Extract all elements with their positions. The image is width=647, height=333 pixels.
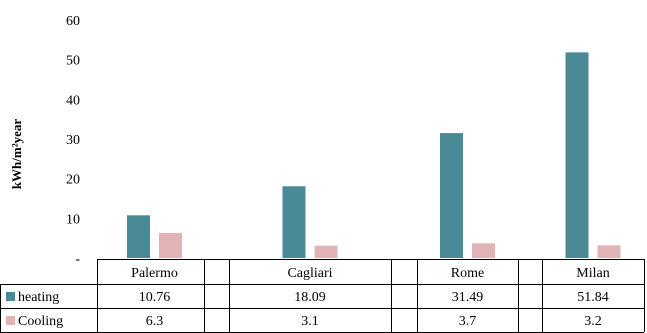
y-tick-label: 50 — [66, 54, 80, 69]
legend-label-cooling: Cooling — [18, 314, 63, 329]
data-label: 3.7 — [459, 314, 477, 329]
y-tick-label: 40 — [66, 93, 80, 108]
y-axis-label: kWh/m²year — [9, 119, 24, 190]
bar-heating-milan — [565, 52, 589, 259]
y-tick-label: 30 — [66, 133, 80, 148]
data-table: Palermo Cagliari Rome Milan heating 10.76 18.0… — [0, 259, 645, 333]
data-label: 3.2 — [584, 314, 602, 329]
data-label: 18.09 — [294, 290, 326, 305]
y-tick-label: 60 — [66, 14, 80, 29]
bar-cooling-rome — [472, 243, 495, 258]
y-axis: - 10 20 30 40 50 60 — [66, 14, 80, 267]
data-label: 3.1 — [301, 314, 319, 329]
y-tick-label: - — [75, 252, 80, 267]
legend-swatch-cooling — [6, 316, 15, 325]
bar-heating-palermo — [127, 215, 150, 258]
bar-heating-cagliari — [282, 186, 306, 258]
category-label: Milan — [576, 266, 609, 281]
category-label: Cagliari — [287, 266, 332, 281]
data-label: 6.3 — [146, 314, 164, 329]
y-tick-label: 10 — [66, 212, 80, 227]
data-label: 10.76 — [139, 290, 171, 305]
bar-cooling-palermo — [159, 233, 182, 258]
y-tick-label: 20 — [66, 173, 80, 188]
bar-heating-rome — [440, 133, 463, 258]
bars — [127, 52, 621, 259]
bar-cooling-cagliari — [314, 245, 338, 258]
data-label: 31.49 — [452, 290, 484, 305]
legend-swatch-heating — [6, 292, 15, 301]
bar-cooling-milan — [597, 245, 621, 258]
data-label: 51.84 — [577, 290, 609, 305]
category-label: Rome — [451, 266, 484, 281]
category-label: Palermo — [131, 266, 178, 281]
legend-label-heating: heating — [18, 290, 59, 305]
